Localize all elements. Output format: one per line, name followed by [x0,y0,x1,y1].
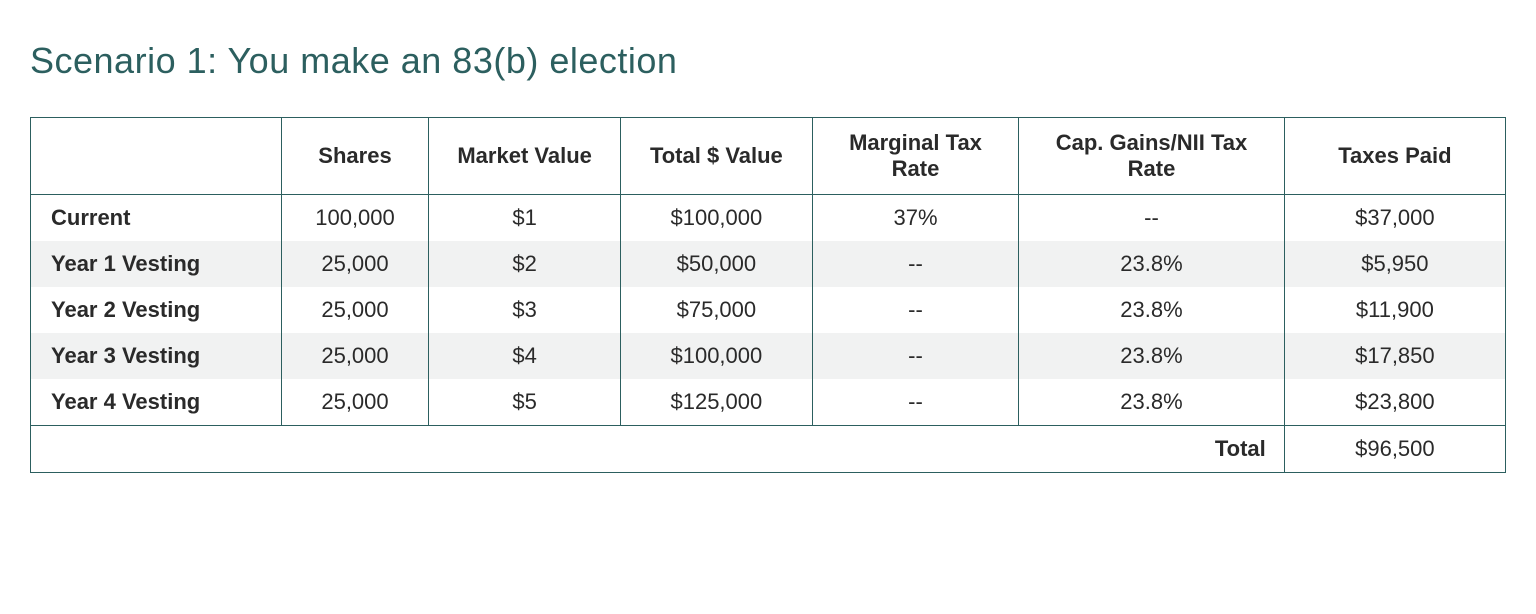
cell-total-value: $100,000 [621,195,813,242]
total-value: $96,500 [1284,426,1505,473]
table-row: Year 4 Vesting25,000$5$125,000--23.8%$23… [31,379,1506,426]
row-label: Year 3 Vesting [31,333,282,379]
cell-total-value: $100,000 [621,333,813,379]
col-header-blank [31,118,282,195]
total-row: Total$96,500 [31,426,1506,473]
cell-shares: 25,000 [281,241,429,287]
cell-capgains: 23.8% [1019,333,1285,379]
cell-total-value: $75,000 [621,287,813,333]
table-row: Year 1 Vesting25,000$2$50,000--23.8%$5,9… [31,241,1506,287]
cell-taxes: $37,000 [1284,195,1505,242]
col-header-shares: Shares [281,118,429,195]
cell-taxes: $11,900 [1284,287,1505,333]
col-header-total: Total $ Value [621,118,813,195]
row-label: Year 1 Vesting [31,241,282,287]
cell-taxes: $23,800 [1284,379,1505,426]
cell-marginal: 37% [812,195,1019,242]
col-header-capgains: Cap. Gains/NII Tax Rate [1019,118,1285,195]
cell-marginal: -- [812,241,1019,287]
table-row: Year 2 Vesting25,000$3$75,000--23.8%$11,… [31,287,1506,333]
cell-marginal: -- [812,333,1019,379]
cell-capgains: 23.8% [1019,287,1285,333]
cell-total-value: $125,000 [621,379,813,426]
cell-market-value: $5 [429,379,621,426]
scenario-title: Scenario 1: You make an 83(b) election [30,40,1506,82]
cell-capgains: 23.8% [1019,379,1285,426]
cell-shares: 25,000 [281,379,429,426]
cell-market-value: $4 [429,333,621,379]
cell-taxes: $5,950 [1284,241,1505,287]
table-row: Year 3 Vesting25,000$4$100,000--23.8%$17… [31,333,1506,379]
cell-total-value: $50,000 [621,241,813,287]
table-row: Current100,000$1$100,00037%--$37,000 [31,195,1506,242]
cell-shares: 25,000 [281,287,429,333]
total-label: Total [31,426,1285,473]
election-table: Shares Market Value Total $ Value Margin… [30,117,1506,473]
table-body: Current100,000$1$100,00037%--$37,000Year… [31,195,1506,473]
cell-market-value: $3 [429,287,621,333]
col-header-marginal: Marginal Tax Rate [812,118,1019,195]
row-label: Current [31,195,282,242]
row-label: Year 2 Vesting [31,287,282,333]
cell-marginal: -- [812,287,1019,333]
cell-marginal: -- [812,379,1019,426]
table-header: Shares Market Value Total $ Value Margin… [31,118,1506,195]
col-header-taxes: Taxes Paid [1284,118,1505,195]
cell-capgains: -- [1019,195,1285,242]
cell-market-value: $1 [429,195,621,242]
col-header-market: Market Value [429,118,621,195]
cell-shares: 25,000 [281,333,429,379]
cell-capgains: 23.8% [1019,241,1285,287]
row-label: Year 4 Vesting [31,379,282,426]
cell-shares: 100,000 [281,195,429,242]
cell-taxes: $17,850 [1284,333,1505,379]
cell-market-value: $2 [429,241,621,287]
